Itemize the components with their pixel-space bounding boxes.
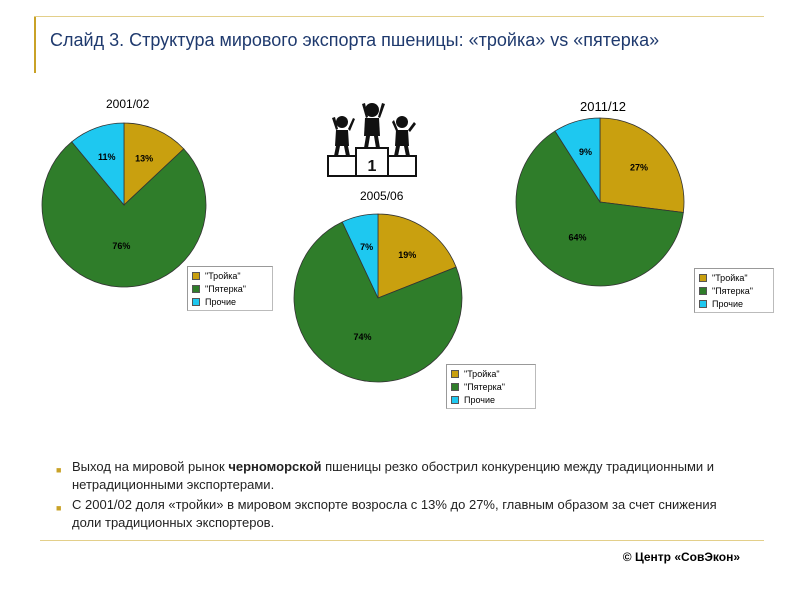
legend-label: "Тройка" <box>712 272 748 283</box>
bullet-text: Выход на мировой рынок <box>72 459 229 474</box>
swatch-troika <box>699 273 707 282</box>
slice-troika <box>599 117 685 213</box>
bullet-list: ■ Выход на мировой рынок черноморской пш… <box>52 458 742 534</box>
slide-title: Слайд 3. Структура мирового экспорта пше… <box>50 30 660 50</box>
swatch-prochie <box>192 297 200 306</box>
legend-2001: "Тройка" "Пятерка" Прочие <box>187 266 273 311</box>
legend-label: "Пятерка" <box>712 285 753 296</box>
data-label: 19% <box>398 250 416 260</box>
data-label: 27% <box>630 163 648 173</box>
data-label: 64% <box>568 232 586 242</box>
podium-block-right <box>387 155 417 177</box>
legend-item-prochie: Прочие <box>451 393 531 406</box>
title-frame <box>34 17 800 73</box>
swatch-prochie <box>699 299 707 308</box>
data-label: 9% <box>579 147 592 157</box>
bullet-text: пшеницы резко обострил конкуренцию между… <box>72 459 715 492</box>
legend-label: Прочие <box>464 394 496 405</box>
slice-troika <box>377 213 457 299</box>
figure-right <box>392 116 416 156</box>
data-label: 7% <box>360 242 373 252</box>
slice-prochie <box>71 122 125 207</box>
copyright: © Центр «СовЭкон» <box>622 550 740 564</box>
legend-item-troika: "Тройка" <box>451 367 531 380</box>
legend-label: "Тройка" <box>464 368 500 379</box>
figure-center <box>362 103 385 148</box>
swatch-pyaterka <box>699 286 707 295</box>
podium-number: 1 <box>368 158 377 175</box>
bullet-marker-icon: ■ <box>56 503 62 513</box>
swatch-pyaterka <box>192 284 200 293</box>
legend-label: "Тройка" <box>205 270 241 281</box>
slice-pyaterka <box>515 130 684 287</box>
bullet-marker-icon: ■ <box>56 465 62 475</box>
data-label: 13% <box>135 153 153 163</box>
chart-title-2005: 2005/06 <box>360 189 404 203</box>
legend-item-pyaterka: "Пятерка" <box>192 282 268 295</box>
legend-item-prochie: Прочие <box>192 295 268 308</box>
legend-label: "Пятерка" <box>464 381 505 392</box>
bullet-bold-text: черноморской <box>228 459 322 474</box>
legend-item-pyaterka: "Пятерка" <box>451 380 531 393</box>
legend-item-troika: "Тройка" <box>192 269 268 282</box>
bottom-rule <box>40 540 764 541</box>
bullet-item: ■ С 2001/02 доля «тройки» в мировом эксп… <box>52 496 742 532</box>
top-rule <box>34 16 764 17</box>
swatch-pyaterka <box>451 382 459 391</box>
slice-prochie <box>554 117 601 204</box>
legend-item-pyaterka: "Пятерка" <box>699 284 769 297</box>
legend-label: Прочие <box>205 296 237 307</box>
figure-left <box>332 116 355 156</box>
swatch-troika <box>451 369 459 378</box>
legend-label: "Пятерка" <box>205 283 246 294</box>
legend-2011: "Тройка" "Пятерка" Прочие <box>694 268 774 313</box>
data-label: 11% <box>98 152 116 162</box>
legend-label: Прочие <box>712 298 744 309</box>
podium-illustration: 1 <box>327 103 417 177</box>
legend-item-prochie: Прочие <box>699 297 769 310</box>
bullet-item: ■ Выход на мировой рынок черноморской пш… <box>52 458 742 494</box>
bullet-text: С 2001/02 доля «тройки» в мировом экспор… <box>72 497 717 530</box>
slice-prochie <box>341 213 379 299</box>
slice-troika <box>123 122 185 206</box>
slice-pyaterka <box>293 221 463 383</box>
data-label: 74% <box>354 332 372 342</box>
swatch-prochie <box>451 395 459 404</box>
legend-2005: "Тройка" "Пятерка" Прочие <box>446 364 536 409</box>
chart-title-2001: 2001/02 <box>106 97 150 111</box>
podium-block-left <box>327 155 357 177</box>
chart-title-2011: 2011/12 <box>580 99 627 114</box>
data-label: 76% <box>112 241 130 251</box>
slice-pyaterka <box>41 141 207 288</box>
legend-item-troika: "Тройка" <box>699 271 769 284</box>
swatch-troika <box>192 271 200 280</box>
podium-block-center <box>355 147 389 177</box>
